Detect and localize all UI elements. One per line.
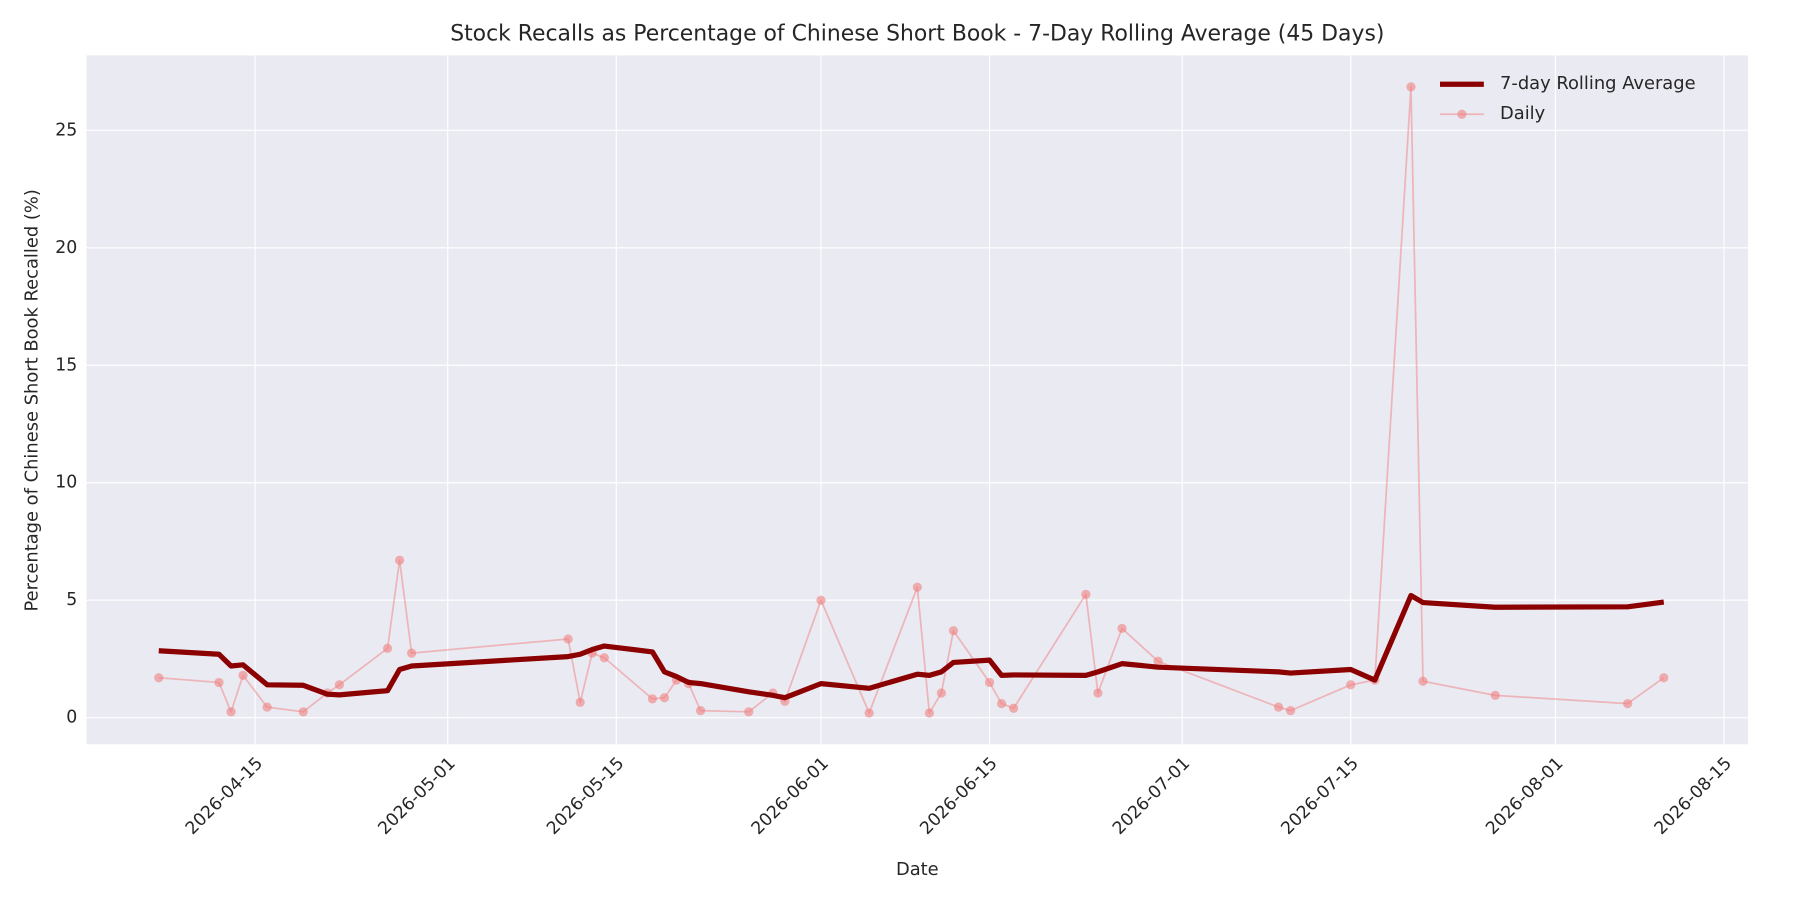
point [1093, 688, 1103, 698]
line [158, 592, 1665, 701]
point [744, 707, 754, 717]
point [334, 680, 344, 690]
point [394, 555, 405, 565]
marks [154, 82, 1669, 718]
point [563, 634, 573, 644]
point [996, 698, 1007, 709]
point [1153, 656, 1163, 666]
point [214, 677, 224, 688]
y-tick-label: 10 [55, 473, 77, 493]
point [238, 670, 248, 681]
legend-marker [1457, 109, 1467, 119]
y-tick-label: 20 [55, 238, 77, 258]
y-tick-label: 25 [55, 120, 77, 140]
chart-title: Stock Recalls as Percentage of Chinese S… [450, 22, 1384, 47]
point [924, 708, 934, 718]
point [816, 595, 826, 605]
point [1406, 82, 1416, 92]
point [298, 707, 308, 717]
point [984, 677, 995, 688]
plot-area [86, 55, 1749, 745]
point [647, 694, 658, 704]
point [154, 673, 164, 683]
point [1659, 673, 1669, 683]
point [1346, 680, 1356, 690]
point [695, 706, 706, 716]
point [1490, 690, 1500, 700]
point [1285, 706, 1296, 716]
point [1418, 676, 1428, 686]
y-tick-label: 5 [66, 590, 77, 610]
y-tick-label: 0 [66, 708, 77, 728]
point [1273, 702, 1284, 712]
point [1009, 703, 1019, 713]
y-axis-label: Percentage of Chinese Short Book Recalle… [21, 189, 42, 611]
point [226, 707, 236, 717]
legend-label: 7-day Rolling Average [1500, 73, 1696, 94]
legend-label: Daily [1500, 103, 1546, 124]
point [262, 702, 272, 712]
legend: 7-day Rolling Average Daily [1439, 73, 1696, 124]
point [575, 697, 585, 708]
point [1623, 698, 1633, 709]
point [936, 688, 947, 698]
point [1117, 623, 1127, 634]
point [948, 626, 959, 636]
y-tick-label: 15 [55, 355, 77, 375]
point [599, 653, 609, 663]
x-axis-label: Date [896, 859, 939, 880]
point [382, 643, 393, 653]
point [912, 582, 922, 592]
point [864, 708, 874, 718]
point [1081, 589, 1091, 599]
point [659, 693, 670, 703]
grid [86, 55, 1749, 745]
point [407, 648, 417, 658]
